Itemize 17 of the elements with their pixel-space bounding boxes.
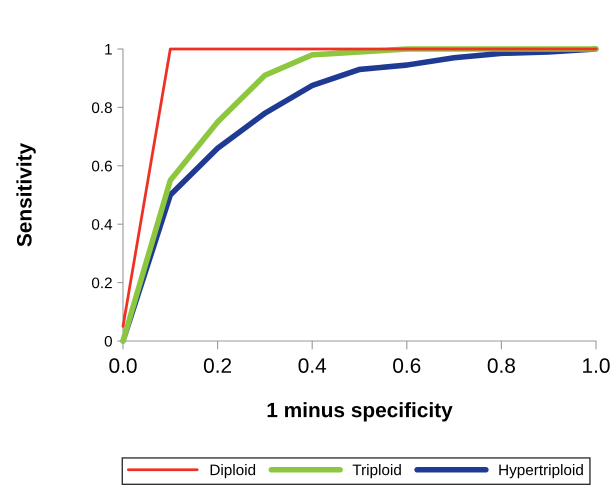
y-tick-label: 0.8 xyxy=(92,102,112,114)
x-tick-label: 0.0 xyxy=(109,358,137,373)
x-tick-label: 0.2 xyxy=(204,358,232,373)
x-tick-label: 0.6 xyxy=(393,358,420,373)
y-tick-label: 0.2 xyxy=(92,277,112,288)
y-tick-label: 0.6 xyxy=(92,160,112,172)
x-tick-label: 0.4 xyxy=(298,358,326,373)
y-axis-title: Sensitivity xyxy=(16,143,36,246)
legend-label: Triploid xyxy=(352,464,401,478)
y-tick-label: 1 xyxy=(105,44,112,55)
y-tick-label: 0 xyxy=(104,336,112,347)
x-axis-title: 1 minus specificity xyxy=(268,402,453,422)
x-tick-label: 0.8 xyxy=(488,358,515,373)
y-tick-label: 0.4 xyxy=(92,219,112,230)
legend-label: Diploid xyxy=(210,464,256,478)
x-tick-label: 1.0 xyxy=(583,358,610,373)
legend-label: Hypertriploid xyxy=(499,464,583,478)
